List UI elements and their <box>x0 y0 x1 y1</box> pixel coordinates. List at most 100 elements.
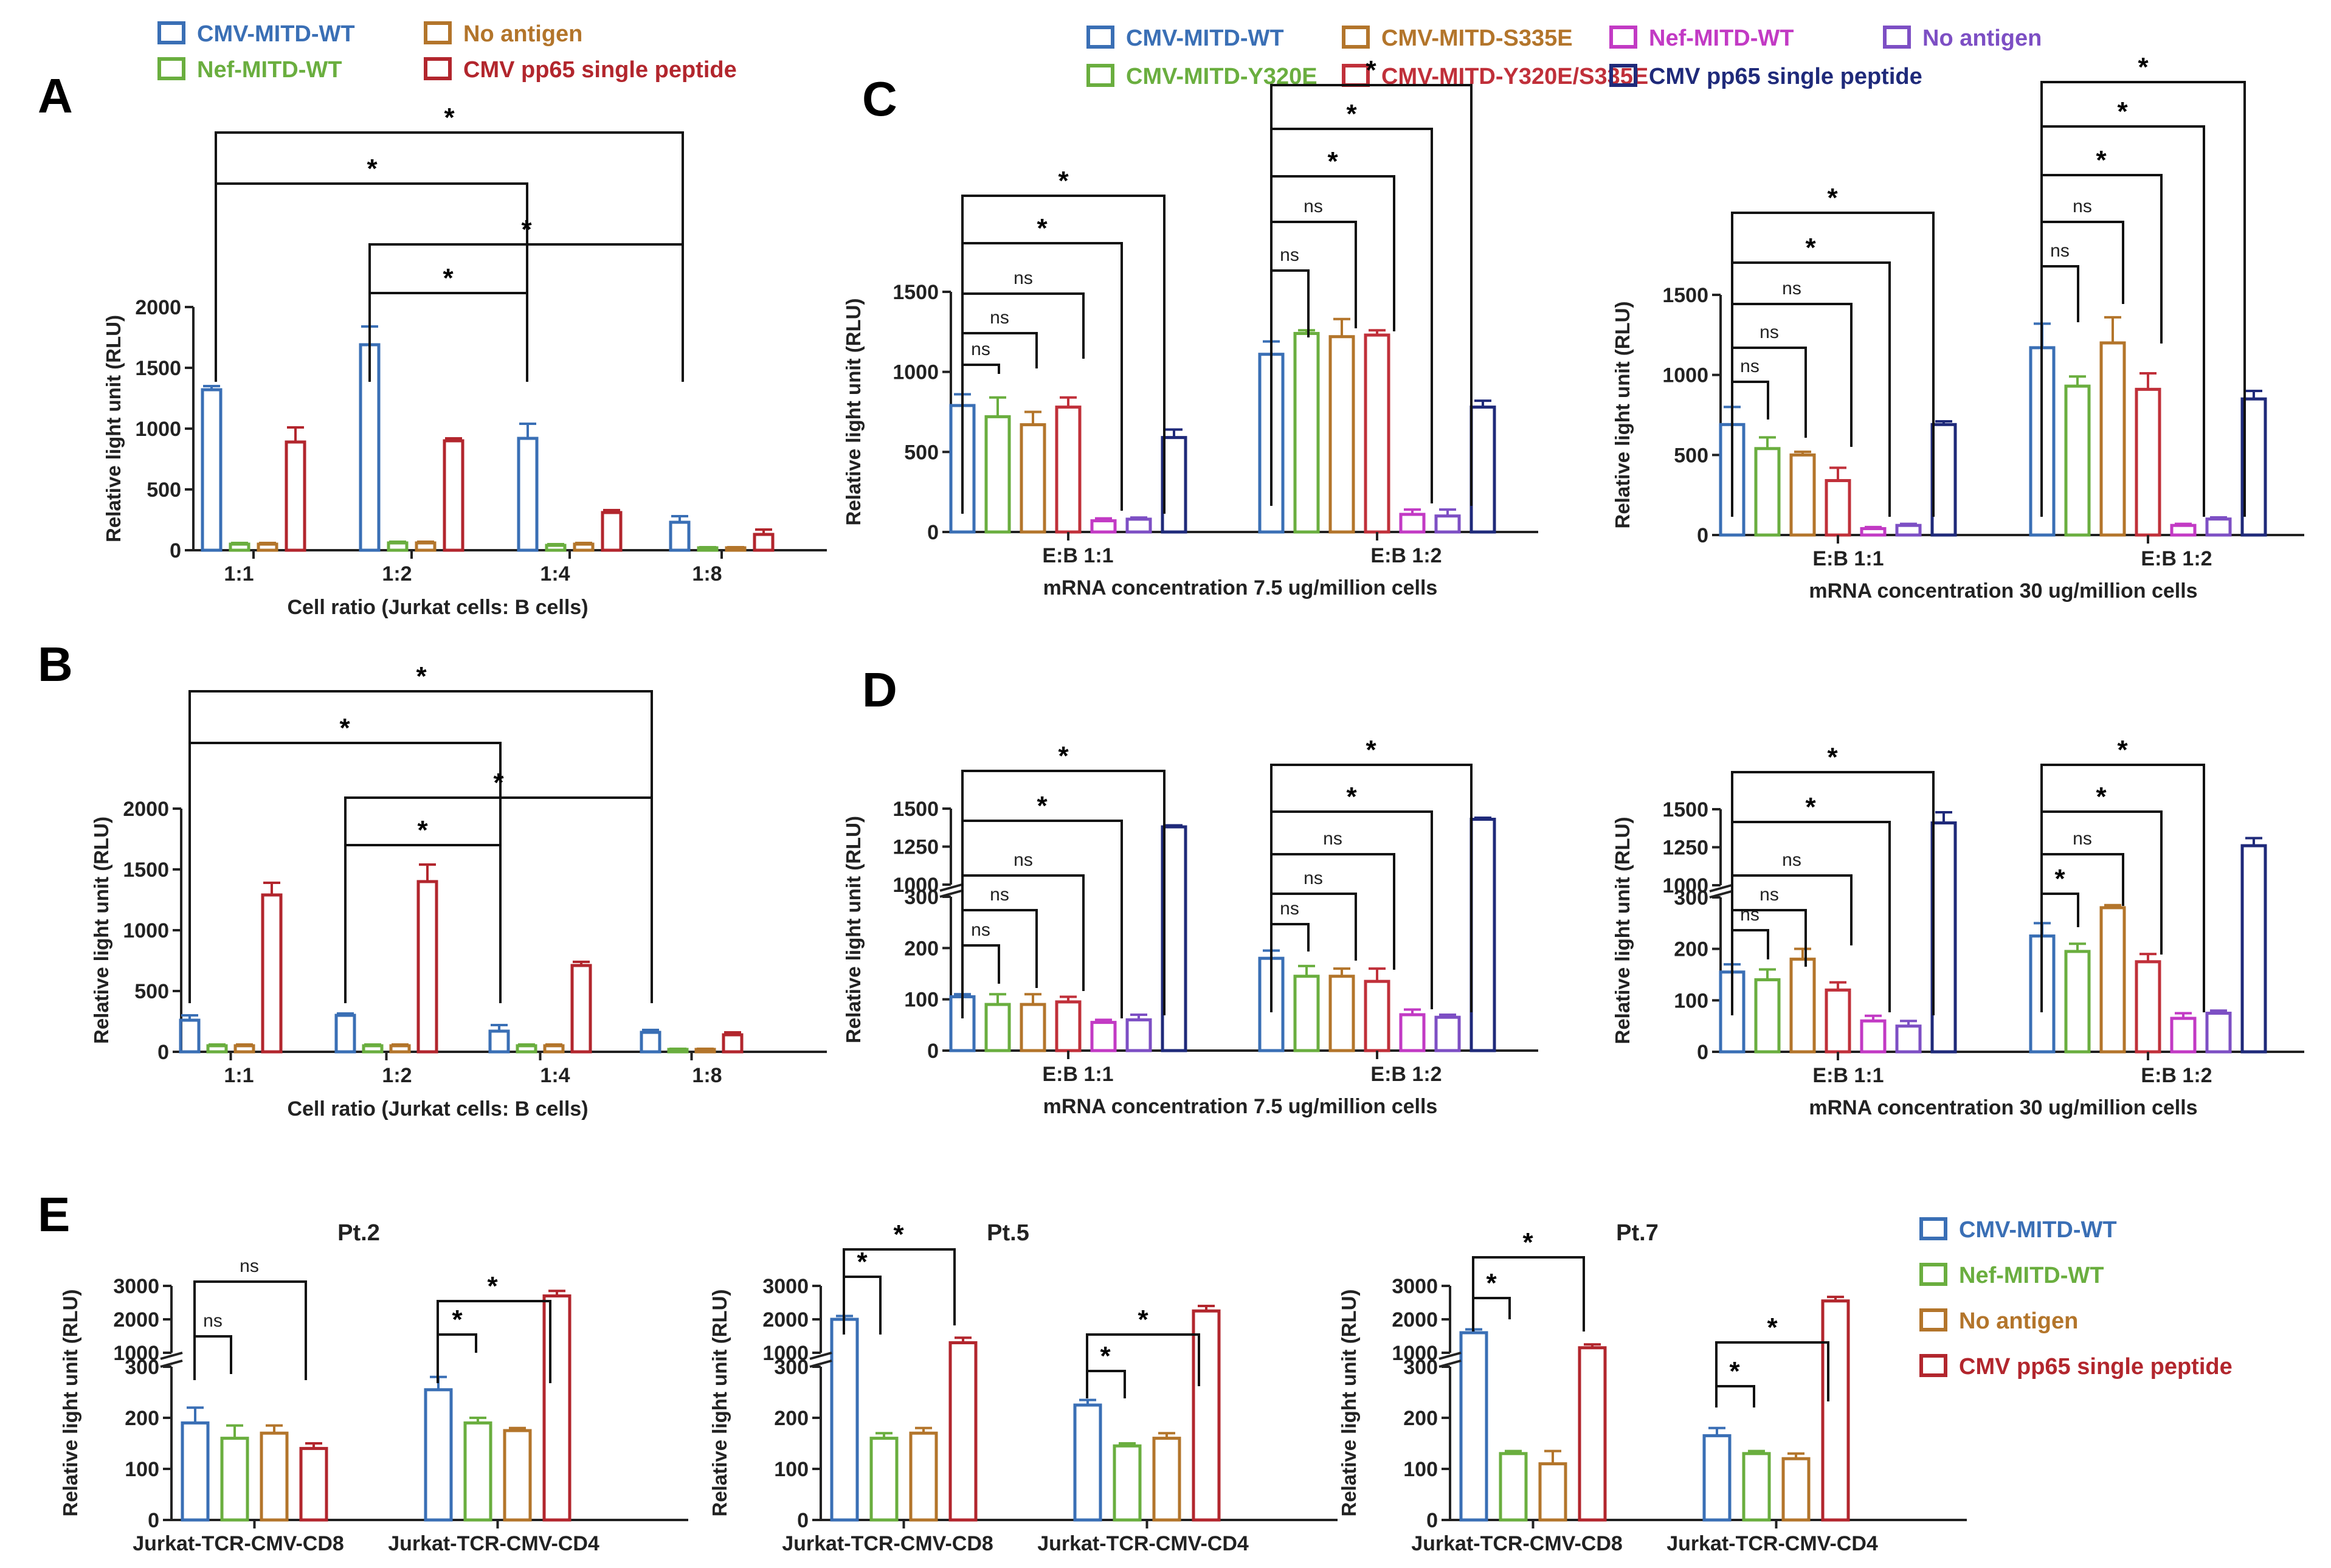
bar-cmv-mitd-y320e-s335e <box>2135 960 2161 1054</box>
bar-cmv-mitd-y320e-s335e <box>1364 979 1390 1052</box>
bar-cmv-mitd-wt <box>517 437 539 552</box>
bar-nef-mitd-wt <box>463 1421 492 1522</box>
significance-bracket <box>2040 81 2246 517</box>
chart-title: Pt.7 <box>1616 1220 1659 1246</box>
legend-label-cmv-pp65-single-peptide: CMV pp65 single peptide <box>1959 1354 2233 1380</box>
significance-bracket <box>2040 221 2124 304</box>
significance-ns: ns <box>203 1311 223 1331</box>
x-tick-label: E:B 1:2 <box>1370 1063 1442 1086</box>
bar-cmv-mitd-wt <box>424 1388 453 1522</box>
x-tick-label: Jurkat-TCR-CMV-CD4 <box>388 1532 599 1555</box>
bar-cmv-mitd-wt <box>334 1014 356 1054</box>
legend-swatch-no-antigen <box>424 21 452 44</box>
x-tick-label: E:B 1:2 <box>2141 547 2212 570</box>
bar-nef-mitd-wt <box>206 1044 228 1054</box>
bar-no-antigen <box>1152 1437 1181 1522</box>
bar-cmv-pp65-single-peptide <box>261 893 283 1054</box>
y-tick-label: 0 <box>157 1041 169 1064</box>
significance-ns: ns <box>971 920 990 940</box>
bar-no-antigen <box>1434 514 1461 534</box>
y-tick-label: 100 <box>904 989 939 1012</box>
y-tick-label: 0 <box>927 1040 939 1063</box>
bar-no-antigen <box>503 1429 532 1522</box>
bar-cmv-pp65-single-peptide <box>753 533 775 552</box>
bar-no-antigen <box>233 1044 255 1054</box>
legend-label-nef-mitd-wt: Nef-MITD-WT <box>1959 1263 2104 1288</box>
significance-bracket <box>1715 1385 1755 1407</box>
significance-bracket <box>961 364 1000 374</box>
x-tick-label: Jurkat-TCR-CMV-CD8 <box>1411 1532 1623 1555</box>
significance-star: * <box>893 1220 904 1249</box>
significance-star: * <box>416 661 427 691</box>
significance-star: * <box>1138 1305 1148 1335</box>
significance-star: * <box>1366 55 1376 85</box>
bar-cmv-pp65-single-peptide <box>416 880 438 1054</box>
y-axis-label: Relative light unit (RLU) <box>842 816 865 1043</box>
significance-bracket <box>1086 1333 1200 1386</box>
significance-ns: ns <box>1782 278 1801 299</box>
bar-cmv-mitd-y320e-s335e <box>1055 406 1082 534</box>
y-tick-label: 300 <box>125 1356 159 1379</box>
significance-bracket <box>193 1335 232 1374</box>
legend-swatch-nef-mitd-wt <box>157 57 185 80</box>
significance-ns: ns <box>1759 322 1779 342</box>
bar-no-antigen <box>1125 517 1152 534</box>
significance-ns: ns <box>240 1256 259 1276</box>
bar-cmv-mitd-wt <box>830 1318 859 1522</box>
significance-ns: ns <box>2073 196 2092 216</box>
significance-ns: ns <box>1014 850 1033 870</box>
bar-cmv-pp65-single-peptide <box>443 439 464 552</box>
axis-break-mark <box>160 1359 183 1368</box>
legend-label-no-antigen: No antigen <box>463 21 582 47</box>
chart-panel-a: 0 500 1000 1500 2000 Relative light unit (RLU… <box>102 103 827 619</box>
x-tick-label: E:B 1:1 <box>1042 1063 1113 1086</box>
bar-nef-mitd-wt <box>229 542 250 552</box>
axis-break-mark <box>1438 1359 1462 1368</box>
significance-star: * <box>1327 147 1338 176</box>
significance-ns: ns <box>1759 885 1779 905</box>
y-tick-label: 1500 <box>1662 284 1708 307</box>
y-tick-label: 3000 <box>113 1275 159 1298</box>
axis-break-mark <box>160 1352 183 1360</box>
significance-star: * <box>521 215 532 244</box>
x-tick-label: 1:2 <box>382 1064 412 1087</box>
bar-cmv-mitd-s335e <box>2099 341 2126 537</box>
significance-star: * <box>2117 735 2128 765</box>
legend-swatch-cmv-pp65-single-peptide <box>1609 64 1637 87</box>
x-tick-label: 1:1 <box>224 1064 254 1087</box>
significance-ns: ns <box>1280 245 1299 265</box>
significance-bracket <box>1270 764 1473 1012</box>
significance-star: * <box>1767 1313 1778 1342</box>
bar-cmv-mitd-wt <box>179 1018 201 1054</box>
significance-star: * <box>1486 1268 1497 1298</box>
significance-ns: ns <box>1280 899 1299 919</box>
significance-bracket <box>843 1248 956 1325</box>
bar-no-antigen <box>909 1431 938 1522</box>
significance-bracket <box>2040 853 2124 906</box>
panel-letter-e: E <box>38 1187 70 1242</box>
bar-cmv-mitd-y320e-s335e <box>1055 1000 1082 1052</box>
chart-panel-c-right: 0 500 1000 1500 Relative light unit (RLU) E:B… <box>1611 52 2304 603</box>
significance-bracket <box>961 944 1000 984</box>
y-tick-label: 1000 <box>762 1342 809 1365</box>
x-tick-label: 1:8 <box>692 562 722 585</box>
bar-no-antigen <box>543 1044 565 1054</box>
significance-bracket <box>1270 269 1310 337</box>
y-axis-label: Relative light unit (RLU) <box>708 1290 731 1517</box>
y-axis-label: Relative light unit (RLU) <box>90 817 112 1044</box>
significance-star: * <box>2117 97 2128 126</box>
x-axis-label: mRNA concentration 30 ug/million cells <box>1809 1096 2197 1119</box>
bar-no-antigen <box>389 1044 411 1054</box>
significance-bracket <box>1472 1297 1511 1319</box>
significance-star: * <box>2054 864 2065 894</box>
y-tick-label: 300 <box>904 886 939 909</box>
significance-star: * <box>1037 791 1048 821</box>
y-tick-label: 2000 <box>113 1308 159 1331</box>
y-tick-label: 300 <box>1674 886 1708 910</box>
significance-ns: ns <box>1740 905 1759 925</box>
bar-cmv-pp65-single-peptide <box>601 511 623 552</box>
bar-nef-mitd-wt <box>516 1044 537 1054</box>
significance-bracket <box>188 690 653 1003</box>
